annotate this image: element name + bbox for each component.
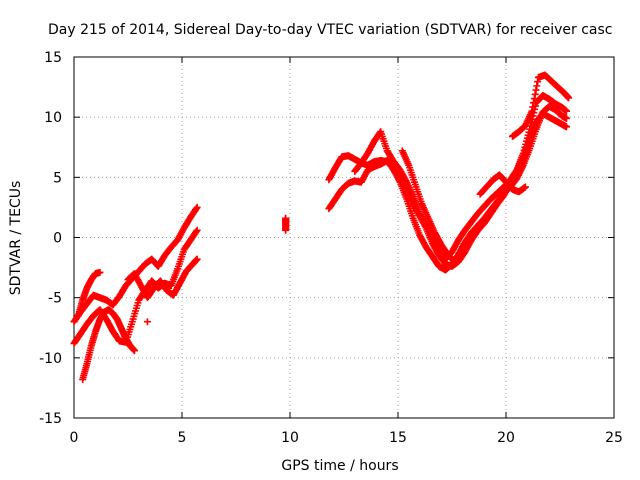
data-point — [193, 226, 201, 234]
data-series — [282, 214, 290, 234]
y-tick-label: 15 — [44, 50, 62, 66]
data-point — [193, 203, 201, 211]
x-tick-label: 20 — [497, 430, 515, 446]
x-tick-label: 25 — [605, 430, 623, 446]
data-point — [528, 107, 536, 115]
x-tick-label: 0 — [70, 430, 79, 446]
data-point — [521, 183, 529, 191]
data-series — [143, 318, 151, 326]
data-series — [325, 102, 570, 274]
marks-layer — [70, 71, 573, 383]
data-series — [79, 306, 138, 383]
data-point — [534, 78, 542, 86]
data-point — [565, 94, 573, 102]
data-point — [533, 82, 541, 90]
axis-layer: 0 5 10 15 20 25 -15 -10 -5 0 5 10 15 — [39, 50, 623, 446]
data-series — [398, 147, 458, 266]
data-point — [395, 177, 403, 185]
data-series — [74, 268, 104, 320]
data-point — [130, 347, 138, 355]
x-tick-label: 5 — [178, 430, 187, 446]
data-point — [143, 318, 151, 326]
data-point — [530, 95, 538, 103]
y-tick-label: 0 — [53, 231, 62, 247]
data-point — [526, 125, 534, 133]
data-point — [192, 205, 200, 213]
data-point — [562, 114, 570, 122]
data-point — [449, 257, 457, 265]
y-tick-label: -5 — [48, 291, 62, 307]
x-tick-label: 15 — [389, 430, 407, 446]
data-series — [70, 203, 201, 326]
x-axis-label: GPS time / hours — [281, 458, 398, 474]
y-tick-label: 5 — [53, 170, 62, 186]
data-point — [193, 255, 201, 263]
data-point — [562, 123, 570, 131]
data-series — [476, 171, 529, 198]
data-point — [529, 103, 537, 111]
data-point — [530, 99, 538, 107]
data-series — [508, 71, 573, 140]
y-tick-label: -15 — [39, 411, 62, 427]
y-axis-label: SDTVAR / TECUs — [8, 181, 24, 296]
data-point — [531, 90, 539, 98]
data-point — [562, 107, 570, 115]
data-point — [282, 214, 290, 222]
x-tick-label: 10 — [281, 430, 299, 446]
y-tick-label: -10 — [39, 351, 62, 367]
y-tick-label: 10 — [44, 110, 62, 126]
data-point — [532, 86, 540, 94]
data-point — [192, 227, 200, 235]
data-point — [96, 268, 104, 276]
chart-title: Day 215 of 2014, Sidereal Day-to-day VTE… — [48, 22, 612, 38]
data-series — [124, 255, 201, 302]
data-point — [450, 258, 458, 266]
